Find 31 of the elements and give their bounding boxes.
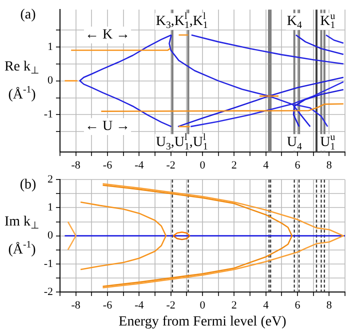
- x-tick-label: 4: [263, 159, 270, 172]
- x-tick-label: 0: [200, 159, 206, 172]
- x-tick-label: 0: [200, 299, 206, 312]
- x-tick-label: 6: [294, 159, 301, 172]
- y-tick-label: 1: [48, 202, 53, 214]
- x-tick-label: -2: [166, 159, 176, 172]
- y-tick-label: 1: [48, 40, 53, 53]
- y-tick-label: 0: [48, 230, 54, 242]
- y-tick-label: 0: [48, 74, 54, 87]
- y-tick-label: 2: [48, 173, 53, 186]
- x-tick-label: -8: [71, 299, 81, 312]
- x-tick-label: -4: [134, 159, 144, 172]
- x-tick-label: 6: [294, 299, 301, 312]
- y-tick-label: -1: [44, 258, 53, 270]
- y-tick-label: -2: [44, 286, 53, 298]
- x-tick-label: 2: [231, 299, 237, 312]
- annotation: ← U →: [84, 119, 130, 134]
- x-tick-label: 2: [231, 159, 237, 172]
- x-tick-label: 8: [326, 299, 332, 312]
- x-tick-label: -6: [102, 159, 113, 172]
- text: (b): [20, 178, 36, 193]
- x-tick-label: -4: [134, 299, 144, 312]
- x-tick-label: 8: [326, 159, 332, 172]
- y-tick-label: -1: [44, 108, 53, 121]
- x-tick-label: 4: [263, 299, 270, 312]
- x-tick-label: -6: [102, 299, 113, 312]
- text: (a): [20, 8, 36, 23]
- x-axis-title: Energy from Fermi level (eV): [118, 314, 287, 330]
- x-tick-label: -8: [71, 159, 81, 172]
- annotation: ← K →: [84, 28, 130, 43]
- x-tick-label: -2: [166, 299, 176, 312]
